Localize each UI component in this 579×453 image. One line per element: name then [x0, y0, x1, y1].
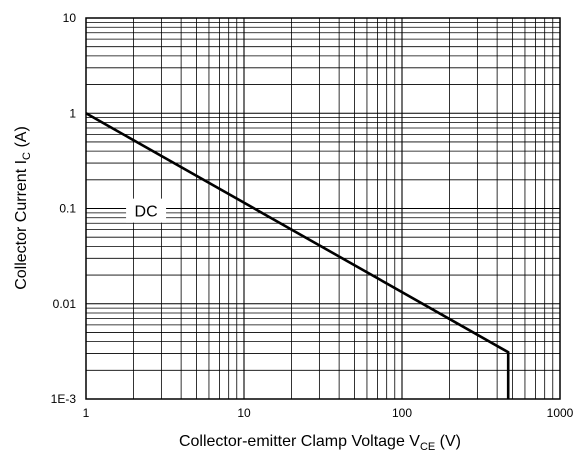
- x-axis-label: Collector-emitter Clamp Voltage VCE (V): [179, 433, 461, 453]
- annotation-background: [126, 198, 167, 223]
- y-axis-label-suffix: (A): [13, 126, 30, 152]
- x-tick-label: 100: [392, 406, 412, 420]
- y-tick-label: 1: [69, 106, 76, 120]
- y-tick-label: 1E-3: [51, 392, 77, 406]
- x-axis-label-suffix: (V): [435, 433, 461, 450]
- annotation-layer: DC: [126, 198, 167, 223]
- x-tick-label: 1: [83, 406, 90, 420]
- y-tick-label: 0.01: [53, 297, 77, 311]
- x-axis-label-subscript: CE: [420, 441, 435, 453]
- y-axis-label: Collector Current IC (A): [13, 126, 33, 290]
- annotation-dc: DC: [135, 204, 158, 221]
- y-axis-label-subscript: C: [21, 152, 33, 160]
- x-axis-label-main: Collector-emitter Clamp Voltage V: [179, 433, 420, 450]
- y-axis-label-main: Collector Current I: [13, 160, 30, 290]
- x-tick-label: 10: [237, 406, 251, 420]
- series-line-1: [85, 112, 510, 399]
- y-tick-labels: 1E-3 0.01 0.1 1 10: [51, 11, 77, 406]
- x-tick-labels: 1 10 100 1000: [83, 406, 574, 420]
- x-tick-label: 1000: [547, 406, 574, 420]
- y-tick-label: 10: [63, 11, 77, 25]
- y-tick-label: 0.1: [59, 202, 76, 216]
- series-layer: [85, 112, 510, 399]
- plot-frame: [85, 17, 561, 400]
